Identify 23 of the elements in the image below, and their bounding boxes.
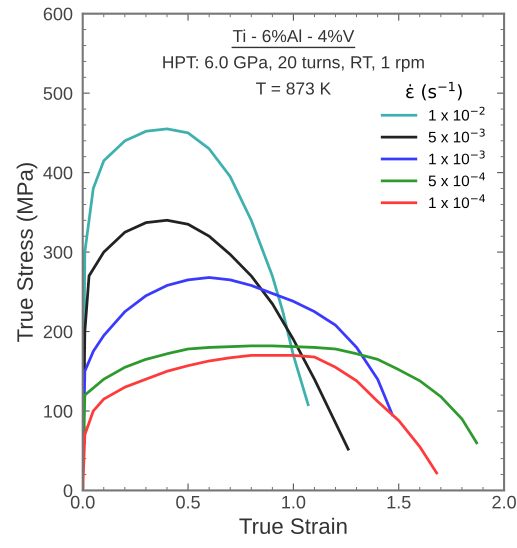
y-tick-label: 400 (43, 166, 72, 180)
y-tick-label: 0 (64, 484, 72, 498)
x-tick-label: 0.0 (70, 496, 95, 509)
annotation: Ti - 6%Al - 4%V (232, 29, 354, 42)
x-tick-label: 0.5 (176, 496, 200, 509)
legend-label: 1 x 10$^{−2}$ (429, 106, 485, 121)
legend-label: 1 x 10$^{−4}$ (429, 194, 485, 208)
annotation: HPT: 6.0 GPa, 20 turns, RT, 1 rpm (163, 56, 424, 72)
x-tick-label: 1.5 (388, 496, 411, 509)
y-tick-label: 100 (44, 404, 72, 418)
y-axis-title: True Stress (MPa) (16, 163, 38, 342)
x-tick-label: 2.0 (492, 496, 516, 509)
y-tick-label: 300 (44, 246, 72, 259)
legend-label: 1 x 10$^{−3}$ (429, 150, 485, 164)
x-axis-title: True Strain (239, 518, 346, 534)
x-tick-label: 1.0 (282, 496, 306, 509)
y-tick-label: 200 (44, 325, 72, 338)
legend-title: ε̇ (s$^{−1}$) (406, 82, 462, 100)
y-tick-label: 600 (44, 8, 72, 20)
legend-label: 5 x 10$^{−4}$ (428, 172, 485, 186)
annotation: T = 873 K (256, 82, 331, 95)
legend-label: 5 x 10$^{−3}$ (428, 128, 485, 143)
y-tick-label: 500 (44, 87, 72, 100)
